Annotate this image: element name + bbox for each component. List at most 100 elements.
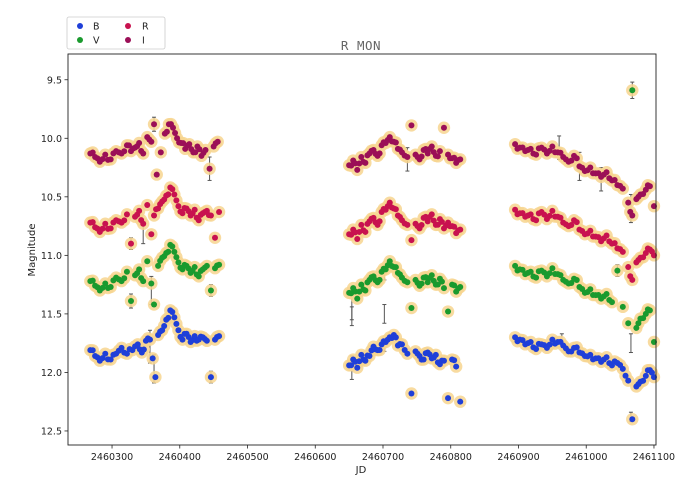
data-point-r (642, 250, 649, 257)
data-point-b (640, 377, 647, 384)
data-point-r (650, 252, 657, 259)
data-point-i (196, 146, 203, 153)
data-point-v (633, 324, 640, 331)
x-tick-label: 2460900 (497, 452, 539, 463)
data-point-b (173, 320, 180, 327)
data-point-r (557, 214, 564, 221)
data-point-v (549, 265, 556, 272)
data-point-v (428, 272, 435, 279)
data-point-i (625, 199, 632, 206)
data-point-r (144, 202, 151, 209)
data-point-b (445, 395, 452, 402)
data-point-v (376, 276, 383, 283)
data-point-b (165, 314, 172, 321)
data-point-i (457, 156, 464, 163)
data-point-v (171, 248, 178, 255)
data-point-v (457, 283, 464, 290)
data-point-v (573, 277, 580, 284)
data-point-i (354, 166, 361, 173)
data-point-b (348, 362, 355, 369)
data-point-b (404, 350, 411, 357)
data-point-i (568, 157, 575, 164)
data-point-r (140, 220, 147, 227)
data-point-b (102, 350, 109, 357)
data-point-r (212, 234, 218, 241)
legend-marker-v (77, 37, 83, 43)
data-point-b (619, 365, 626, 372)
data-point-v (392, 264, 399, 271)
legend-marker-r (125, 23, 131, 29)
data-point-b (216, 333, 223, 340)
data-point-i (89, 149, 96, 156)
data-point-r (587, 227, 594, 234)
data-point-b (622, 372, 629, 379)
y-tick-label: 12.0 (41, 368, 62, 379)
data-point-i (206, 165, 213, 172)
data-point-r (171, 191, 178, 198)
data-point-v (587, 286, 594, 293)
data-point-r (89, 219, 96, 226)
data-point-b (376, 347, 383, 354)
data-point-v (107, 283, 114, 290)
data-point-r (527, 211, 534, 218)
legend-marker-i (125, 37, 131, 43)
data-point-r (438, 218, 445, 225)
data-point-b (118, 344, 125, 351)
data-point-v (99, 284, 106, 291)
data-point-r (195, 217, 202, 224)
data-point-i (153, 171, 160, 178)
data-point-i (151, 121, 158, 128)
y-tick-label: 11.5 (41, 309, 62, 320)
y-tick-label: 9.5 (47, 75, 62, 86)
x-tick-label: 2460800 (430, 452, 472, 463)
x-axis: 2460300 2460400 2460500 2460600 2460700 24608… (91, 445, 675, 463)
data-point-i (440, 124, 447, 131)
data-point-b (587, 351, 594, 358)
data-point-i (148, 138, 155, 145)
data-point-b (354, 364, 361, 371)
data-point-i (140, 150, 147, 157)
data-point-v (140, 278, 147, 285)
legend-label-b: B (93, 22, 100, 33)
legend-label-i: I (142, 36, 145, 47)
data-point-i (436, 148, 443, 155)
data-point-r (533, 217, 540, 224)
data-point-v (354, 295, 361, 302)
chart-title: R MON (341, 38, 381, 53)
data-point-i (136, 139, 143, 146)
data-point-v (362, 287, 369, 294)
data-point-v (418, 280, 425, 287)
data-point-i (527, 145, 534, 152)
data-point-v (195, 273, 202, 280)
data-point-v (404, 279, 411, 286)
data-point-i (362, 159, 369, 166)
data-point-v (629, 87, 636, 94)
legend-label-r: R (142, 22, 149, 33)
data-point-r (392, 206, 399, 213)
data-point-b (140, 346, 147, 353)
legend-marker-b (77, 23, 83, 29)
y-tick-label: 12.5 (41, 426, 62, 437)
data-point-r (173, 197, 180, 204)
data-point-b (603, 354, 610, 361)
data-point-r (611, 240, 618, 247)
data-point-i (404, 154, 411, 161)
data-point-b (358, 351, 365, 358)
data-point-i (121, 148, 128, 155)
data-point-b (392, 334, 399, 341)
data-point-b (99, 355, 106, 362)
data-point-i (170, 124, 176, 131)
data-point-r (512, 206, 519, 213)
data-point-r (165, 191, 172, 198)
plot-area (68, 54, 656, 445)
data-point-v (625, 320, 632, 327)
data-point-b (171, 314, 178, 321)
data-point-v (642, 310, 649, 317)
data-point-r (102, 220, 109, 227)
data-point-i (619, 185, 626, 192)
data-point-r (179, 210, 186, 217)
data-point-b (149, 355, 156, 362)
legend: B V R I (66, 16, 166, 50)
data-point-i (646, 183, 653, 190)
data-point-v (438, 278, 445, 285)
